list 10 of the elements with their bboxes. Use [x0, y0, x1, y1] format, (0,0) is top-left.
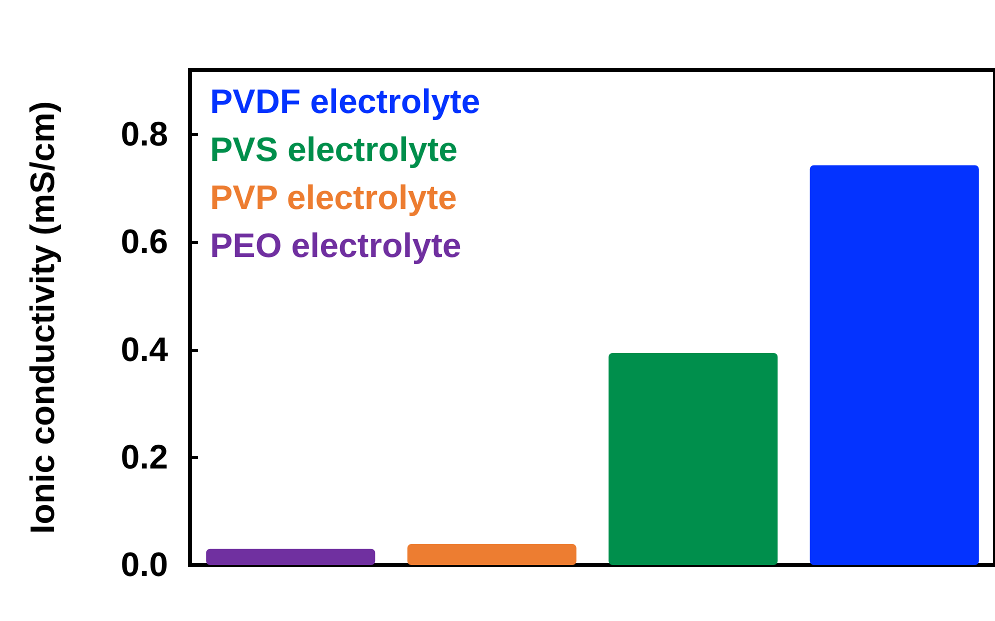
y-tick-label: 0.6 [120, 223, 168, 262]
text: PVS electrolyte [210, 131, 458, 169]
text: PEO electrolyte [210, 227, 462, 265]
y-tick-label: 0.8 [120, 116, 168, 154]
y-tick-label: 0.4 [120, 330, 168, 369]
y-tick-label: 0.0 [120, 546, 168, 584]
text: PVDF electrolyte [210, 83, 480, 121]
text: PVP electrolyte [210, 179, 457, 217]
y-axis-title: Ionic conductivity (mS/cm) [24, 101, 62, 534]
y-tick-label: 0.2 [120, 438, 168, 476]
